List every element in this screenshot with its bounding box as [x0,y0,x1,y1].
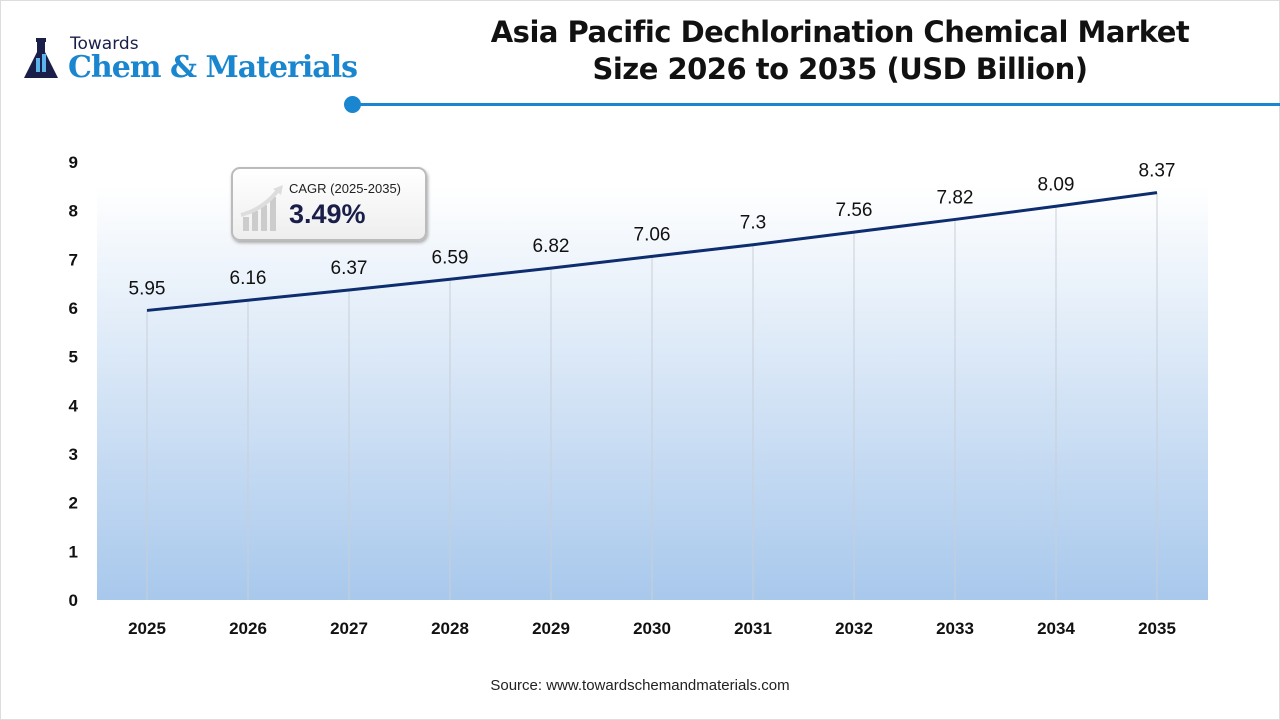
data-label: 7.82 [937,187,974,208]
x-tick-label: 2032 [835,619,873,638]
cagr-box: CAGR (2025-2035) 3.49% [231,167,427,241]
y-tick-label: 9 [69,153,78,172]
cagr-value: 3.49% [289,199,366,229]
x-tick-label: 2031 [734,619,772,638]
x-tick-label: 2029 [532,619,570,638]
x-tick-label: 2028 [431,619,469,638]
divider [352,103,1280,106]
data-label: 7.06 [634,224,671,245]
y-tick-label: 0 [69,591,78,610]
brand-line1: Towards [70,34,139,54]
x-tick-label: 2034 [1037,619,1075,638]
x-tick-label: 2026 [229,619,267,638]
y-tick-label: 4 [69,396,79,415]
data-label: 6.16 [230,268,267,289]
y-tick-label: 1 [69,542,78,561]
growth-chart-icon [240,185,283,231]
x-tick-label: 2033 [936,619,974,638]
series-line [146,191,1158,312]
x-tick-label: 2030 [633,619,671,638]
data-label: 7.56 [836,200,873,221]
y-tick-label: 3 [69,445,78,464]
y-tick-label: 7 [69,250,78,269]
chart-title: Asia Pacific Dechlorination Chemical Mar… [490,15,1190,86]
data-label: 6.59 [432,247,469,268]
data-label: 5.95 [129,278,166,299]
data-label: 6.37 [331,258,368,279]
data-label: 8.37 [1139,161,1176,182]
x-tick-label: 2035 [1138,619,1176,638]
brand-line2: Chem & Materials [68,50,358,85]
y-tick-label: 5 [69,348,78,367]
data-label: 7.3 [740,213,766,234]
flask-icon [24,38,58,78]
cagr-label: CAGR (2025-2035) [289,181,401,196]
y-tick-label: 8 [69,202,78,221]
data-label: 8.09 [1038,174,1075,195]
divider-dot [344,96,361,113]
x-tick-label: 2025 [128,619,166,638]
y-tick-label: 2 [69,494,78,513]
y-tick-label: 6 [69,299,78,318]
data-label: 6.82 [533,236,570,257]
x-tick-label: 2027 [330,619,368,638]
source-note: Source: www.towardschemandmaterials.com [490,677,790,694]
